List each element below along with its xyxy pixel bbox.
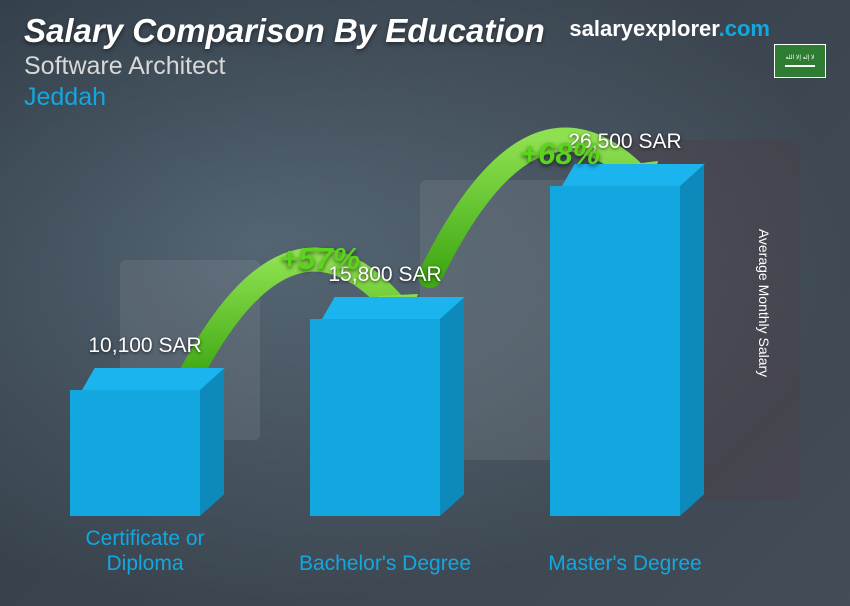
bar-side xyxy=(440,297,464,516)
bar-side xyxy=(680,164,704,516)
pct-label-1: +57% xyxy=(280,241,360,277)
bar-chart: +57% +68% 10,100 SAR Certificate or Dipl… xyxy=(60,96,780,576)
bar-2: 15,800 SAR Bachelor's Degree xyxy=(310,319,460,516)
bar-3: 26,500 SAR Master's Degree xyxy=(550,186,700,516)
header: Salary Comparison By Education Software … xyxy=(24,12,545,112)
bar-front xyxy=(550,186,680,516)
flag-icon: لا إله إلا الله xyxy=(774,44,826,78)
flag-script: لا إله إلا الله xyxy=(785,55,815,62)
pct-label-2: +68% xyxy=(520,136,600,172)
y-axis-label: Average Monthly Salary xyxy=(756,229,772,377)
bar-category-label: Certificate or Diploma xyxy=(55,526,235,576)
bar-front xyxy=(70,390,200,516)
bar-value-label: 10,100 SAR xyxy=(55,334,235,358)
bar-front xyxy=(310,319,440,516)
chart-title: Salary Comparison By Education xyxy=(24,12,545,50)
chart-subtitle: Software Architect xyxy=(24,52,545,81)
bar-category-label: Bachelor's Degree xyxy=(295,551,475,576)
bar-1: 10,100 SAR Certificate or Diploma xyxy=(70,390,220,516)
bar-side xyxy=(200,368,224,516)
brand-label: salaryexplorer.com xyxy=(569,16,770,42)
chart-location: Jeddah xyxy=(24,83,545,112)
brand-suffix: .com xyxy=(719,16,770,41)
brand-name: salaryexplorer xyxy=(569,16,718,41)
flag-sword xyxy=(785,65,815,67)
bar-category-label: Master's Degree xyxy=(535,551,715,576)
